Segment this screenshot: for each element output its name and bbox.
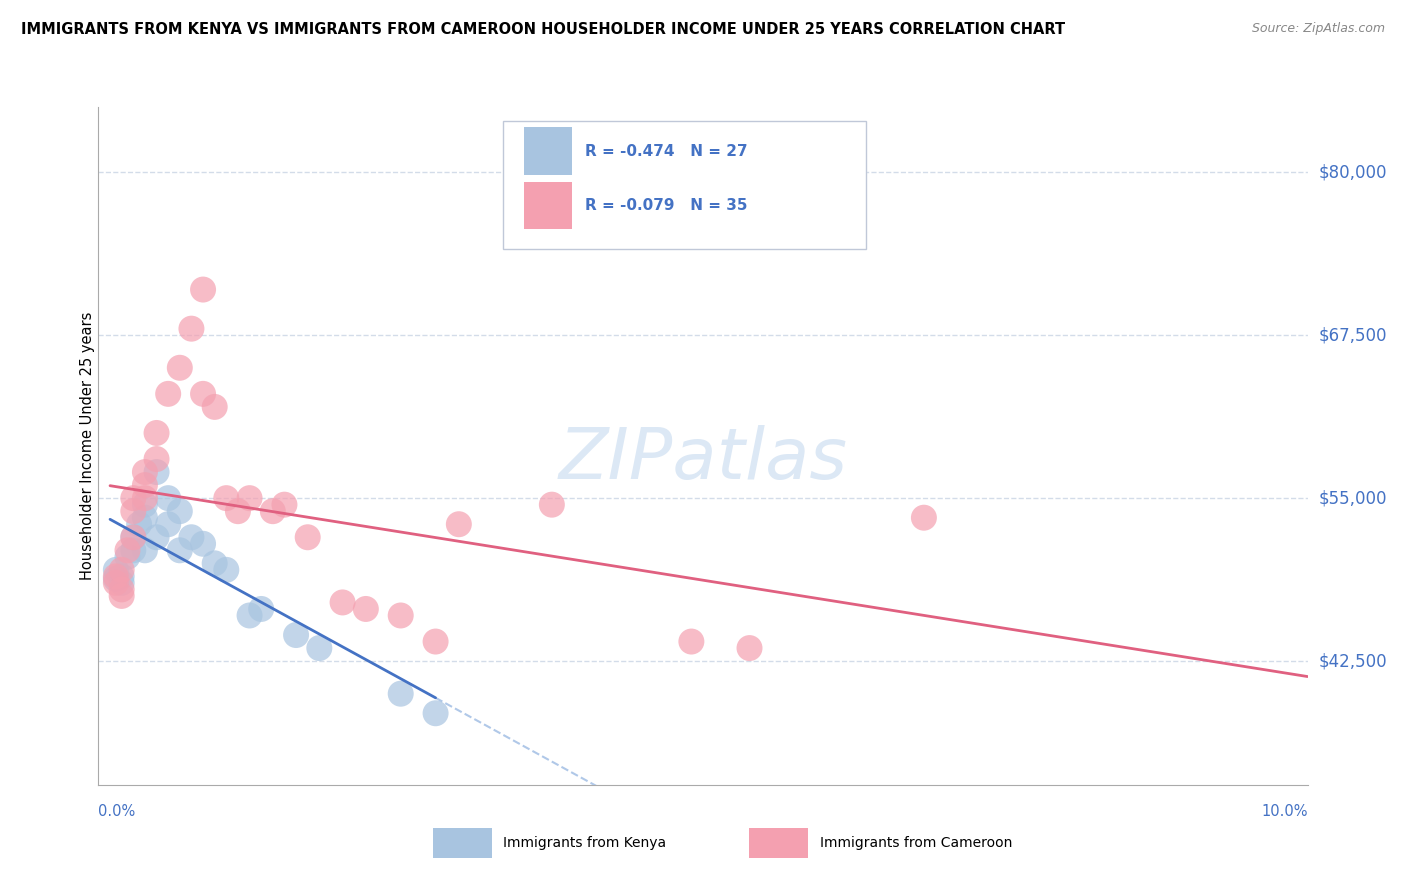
Point bbox=[134, 465, 156, 479]
Point bbox=[157, 517, 180, 532]
Point bbox=[111, 563, 134, 577]
Point bbox=[169, 543, 191, 558]
Point bbox=[239, 491, 262, 505]
Point bbox=[308, 641, 330, 656]
Point bbox=[128, 517, 150, 532]
Point bbox=[117, 543, 139, 558]
Point bbox=[111, 569, 134, 583]
Point bbox=[157, 387, 180, 401]
Point bbox=[226, 504, 249, 518]
FancyBboxPatch shape bbox=[524, 182, 572, 229]
Text: IMMIGRANTS FROM KENYA VS IMMIGRANTS FROM CAMEROON HOUSEHOLDER INCOME UNDER 25 YE: IMMIGRANTS FROM KENYA VS IMMIGRANTS FROM… bbox=[21, 22, 1066, 37]
Text: Immigrants from Cameroon: Immigrants from Cameroon bbox=[820, 836, 1012, 850]
Point bbox=[191, 283, 214, 297]
Text: Source: ZipAtlas.com: Source: ZipAtlas.com bbox=[1251, 22, 1385, 36]
Point bbox=[134, 498, 156, 512]
Point bbox=[145, 530, 167, 544]
Text: Immigrants from Kenya: Immigrants from Kenya bbox=[503, 836, 666, 850]
Text: $42,500: $42,500 bbox=[1319, 652, 1388, 670]
Point bbox=[389, 687, 412, 701]
Text: 0.0%: 0.0% bbox=[98, 804, 135, 819]
Point bbox=[134, 478, 156, 492]
Point bbox=[145, 425, 167, 440]
Point bbox=[104, 575, 127, 590]
Text: R = -0.474   N = 27: R = -0.474 N = 27 bbox=[585, 144, 747, 159]
Point bbox=[104, 572, 127, 586]
Y-axis label: Householder Income Under 25 years: Householder Income Under 25 years bbox=[80, 312, 94, 580]
Point bbox=[389, 608, 412, 623]
Point bbox=[111, 589, 134, 603]
Point bbox=[180, 321, 202, 335]
Point bbox=[180, 530, 202, 544]
Point bbox=[250, 602, 273, 616]
Point bbox=[122, 543, 145, 558]
Point bbox=[332, 595, 354, 609]
Point bbox=[134, 510, 156, 524]
Point bbox=[122, 530, 145, 544]
Point bbox=[104, 563, 127, 577]
Text: $80,000: $80,000 bbox=[1319, 163, 1388, 181]
Point bbox=[169, 360, 191, 375]
Point bbox=[204, 400, 226, 414]
Point bbox=[111, 582, 134, 597]
Point bbox=[681, 634, 703, 648]
Point bbox=[540, 498, 562, 512]
Point bbox=[145, 452, 167, 467]
Point bbox=[111, 575, 134, 590]
Point bbox=[191, 537, 214, 551]
Point bbox=[215, 563, 238, 577]
Point bbox=[122, 504, 145, 518]
Point bbox=[104, 569, 127, 583]
Text: $67,500: $67,500 bbox=[1319, 326, 1388, 344]
Text: ZIPatlas: ZIPatlas bbox=[558, 425, 848, 494]
Point bbox=[297, 530, 319, 544]
Point bbox=[157, 491, 180, 505]
Point bbox=[117, 549, 139, 564]
Point bbox=[122, 491, 145, 505]
Point bbox=[354, 602, 377, 616]
Point bbox=[285, 628, 308, 642]
Point bbox=[122, 530, 145, 544]
Point bbox=[204, 557, 226, 571]
Point bbox=[215, 491, 238, 505]
Text: $55,000: $55,000 bbox=[1319, 489, 1388, 508]
Point bbox=[134, 543, 156, 558]
Point bbox=[425, 634, 447, 648]
Point bbox=[239, 608, 262, 623]
Point bbox=[273, 498, 295, 512]
Point bbox=[191, 387, 214, 401]
Point bbox=[425, 706, 447, 721]
Point bbox=[262, 504, 284, 518]
Text: R = -0.079   N = 35: R = -0.079 N = 35 bbox=[585, 198, 747, 213]
FancyBboxPatch shape bbox=[524, 128, 572, 175]
Text: 10.0%: 10.0% bbox=[1261, 804, 1308, 819]
FancyBboxPatch shape bbox=[503, 120, 866, 250]
Point bbox=[447, 517, 470, 532]
Point bbox=[134, 491, 156, 505]
Point bbox=[912, 510, 935, 524]
Point bbox=[738, 641, 761, 656]
Point bbox=[145, 465, 167, 479]
Point bbox=[169, 504, 191, 518]
